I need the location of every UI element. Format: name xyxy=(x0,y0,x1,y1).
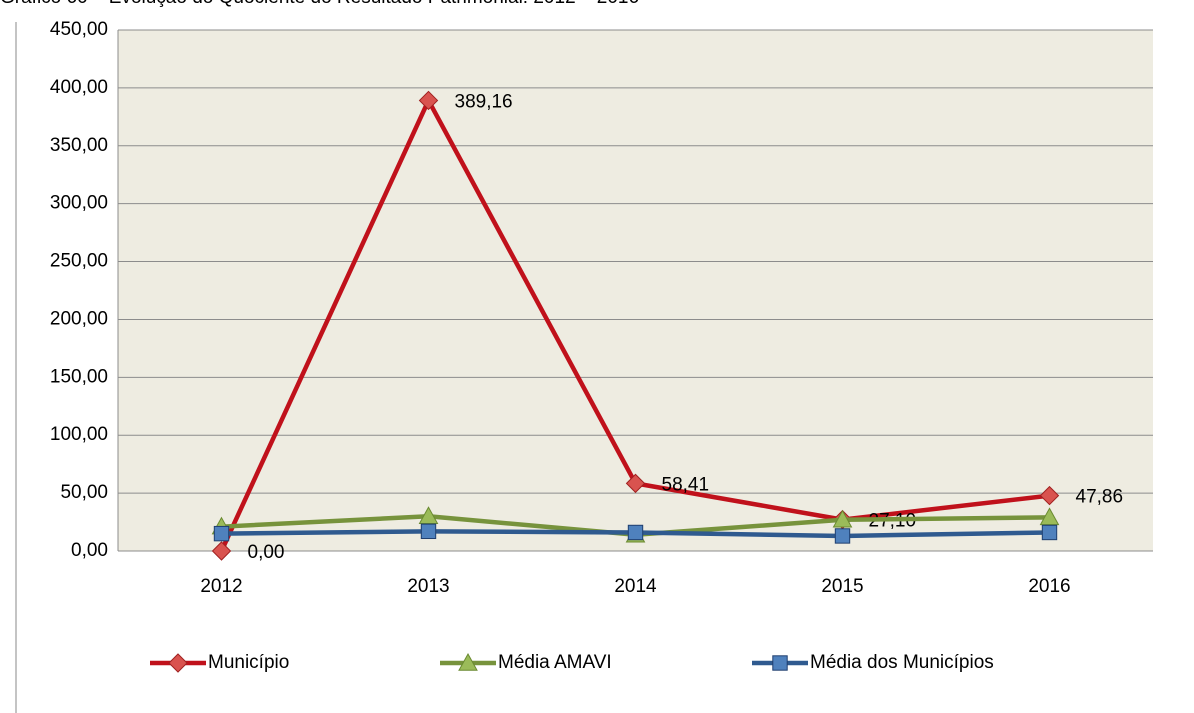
x-tick-label: 2014 xyxy=(614,576,657,597)
marker xyxy=(772,655,788,671)
y-tick-label: 300,00 xyxy=(50,193,108,214)
y-tick-label: 450,00 xyxy=(50,19,108,40)
y-tick-label: 100,00 xyxy=(50,424,108,445)
x-tick-label: 2013 xyxy=(407,576,449,597)
x-tick-label: 2016 xyxy=(1028,576,1070,597)
marker xyxy=(627,524,644,541)
legend-label: Município xyxy=(208,652,289,673)
marker xyxy=(168,653,188,673)
x-tick-label: 2015 xyxy=(821,576,863,597)
marker xyxy=(1041,524,1058,541)
data-label: 0,00 xyxy=(248,542,285,563)
data-label: 58,41 xyxy=(662,474,710,495)
y-tick-label: 200,00 xyxy=(50,308,108,329)
marker xyxy=(418,90,439,111)
x-tick-label: 2012 xyxy=(200,576,242,597)
legend-label: Média dos Municípios xyxy=(810,652,994,673)
y-tick-label: 350,00 xyxy=(50,135,108,156)
y-tick-label: 50,00 xyxy=(60,482,108,503)
data-label: 389,16 xyxy=(455,91,513,112)
marker xyxy=(213,525,230,542)
y-tick-label: 150,00 xyxy=(50,366,108,387)
plot-area xyxy=(118,30,1153,551)
data-label: 47,86 xyxy=(1076,487,1124,508)
marker xyxy=(834,528,851,544)
chart-title: Gráfico 60 – Evolução do Quociente do Re… xyxy=(0,0,639,8)
y-tick-label: 250,00 xyxy=(50,251,108,272)
marker xyxy=(625,473,646,494)
marker xyxy=(418,506,439,524)
marker xyxy=(211,541,232,561)
marker xyxy=(832,509,853,528)
marker xyxy=(1039,507,1060,526)
marker xyxy=(420,523,437,540)
legend-label: Média AMAVI xyxy=(498,652,612,673)
marker xyxy=(458,652,478,671)
marker xyxy=(1039,485,1060,506)
y-tick-label: 0,00 xyxy=(71,540,108,561)
y-tick-label: 400,00 xyxy=(50,77,108,98)
